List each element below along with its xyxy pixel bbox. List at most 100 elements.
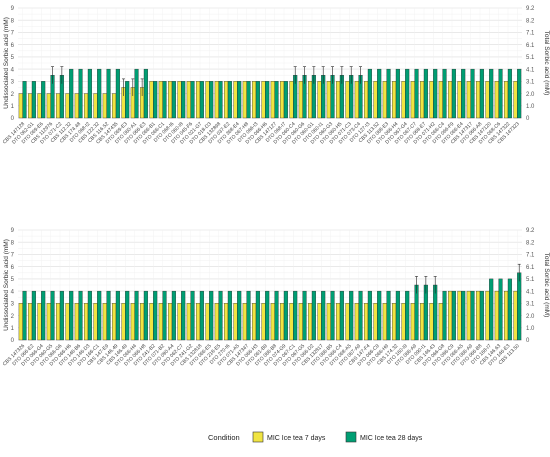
bar-28-days [115,68,120,119]
bar-7-days [317,303,322,341]
y-tick-label: 0 [11,116,15,122]
bar-28-days [22,81,27,119]
legend-label-7-days: MIC Ice tea 7 days [267,435,326,442]
bar-28-days [190,81,195,119]
legend-title: Condition [208,433,240,442]
bar-28-days [470,68,475,119]
bar-7-days [494,81,499,119]
bar-7-days [121,303,126,341]
bar-7-days [457,290,462,341]
bar-7-days [485,81,490,119]
bar-7-days [448,81,453,119]
bar-7-days [233,303,238,341]
bar-28-days [237,81,242,119]
bar-7-days [410,81,415,119]
bar-7-days [84,303,89,341]
bar-7-days [149,81,154,119]
y2-axis-title: Total Sorbic acid (mM) [543,253,550,318]
bar-7-days [401,303,406,341]
bar-28-days [405,68,410,119]
bar-28-days [143,290,148,341]
bar-7-days [102,93,107,119]
bar-28-days [377,290,382,341]
y2-tick-label: 1.0 [526,104,535,110]
bar-28-days [41,290,46,341]
bar-7-days [46,303,51,341]
bar-7-days [308,81,313,119]
bar-7-days [504,290,509,341]
bar-28-days [386,68,391,119]
bar-28-days [451,68,456,119]
bar-28-days [125,290,130,341]
bar-28-days [255,290,260,341]
y2-tick-label: 7.1 [526,31,535,37]
bar-7-days [364,81,369,119]
y-tick-label: 2 [11,314,15,320]
bar-28-days [227,290,232,341]
bar-28-days [461,290,466,341]
bar-7-days [345,303,350,341]
bar-28-days [190,290,195,341]
bar-7-days [373,303,378,341]
bar-28-days [442,290,447,341]
bar-28-days [237,290,242,341]
bar-7-days [354,81,359,119]
bar-7-days [485,290,490,341]
bar-28-days [517,272,522,341]
bar-28-days [153,290,158,341]
bar-28-days [293,290,298,341]
bar-7-days [196,303,201,341]
bar-28-days [162,81,167,119]
bar-7-days [438,303,443,341]
bar-7-days [336,303,341,341]
bar-28-days [87,290,92,341]
bar-28-days [78,68,83,119]
bar-28-days [302,290,307,341]
bar-28-days [358,290,363,341]
bar-28-days [171,81,176,119]
bar-28-days [507,68,512,119]
bar-28-days [115,290,120,341]
bar-28-days [255,81,260,119]
bar-28-days [405,290,410,341]
bar-28-days [386,290,391,341]
bar-7-days [149,303,154,341]
bar-7-days [242,81,247,119]
bar-28-days [442,68,447,119]
bar-7-days [438,81,443,119]
bar-28-days [283,81,288,119]
bar-7-days [289,81,294,119]
bar-28-days [209,81,214,119]
bar-7-days [93,303,98,341]
y-tick-label: 1 [11,104,15,110]
bar-7-days [102,303,107,341]
bar-28-days [134,290,139,341]
bar-7-days [326,81,331,119]
bar-7-days [392,81,397,119]
bar-28-days [507,278,512,341]
y2-tick-label: 3.1 [526,80,535,86]
y2-tick-label: 2.0 [526,314,535,320]
bar-7-days [65,93,70,119]
legend-label-28-days: MIC Ice tea 28 days [360,435,423,442]
y-tick-label: 7 [11,31,15,37]
bar-28-days [274,290,279,341]
bar-28-days [31,81,36,119]
bar-7-days [429,303,434,341]
bar-7-days [140,303,145,341]
bar-28-days [218,81,223,119]
y-axis-title: Undissociated Sorbic acid (mM) [3,17,10,109]
bar-28-days [451,290,456,341]
y-tick-label: 4 [11,67,15,73]
bar-7-days [168,303,173,341]
bar-28-days [265,290,270,341]
y2-tick-label: 6.1 [526,265,535,271]
y2-tick-label: 4.1 [526,289,535,295]
bar-28-days [479,68,484,119]
legend-swatch-28-days [345,431,357,443]
bar-7-days [37,303,42,341]
bar-7-days [336,81,341,119]
bar-7-days [18,93,23,119]
bar-7-days [289,303,294,341]
bar-7-days [326,303,331,341]
